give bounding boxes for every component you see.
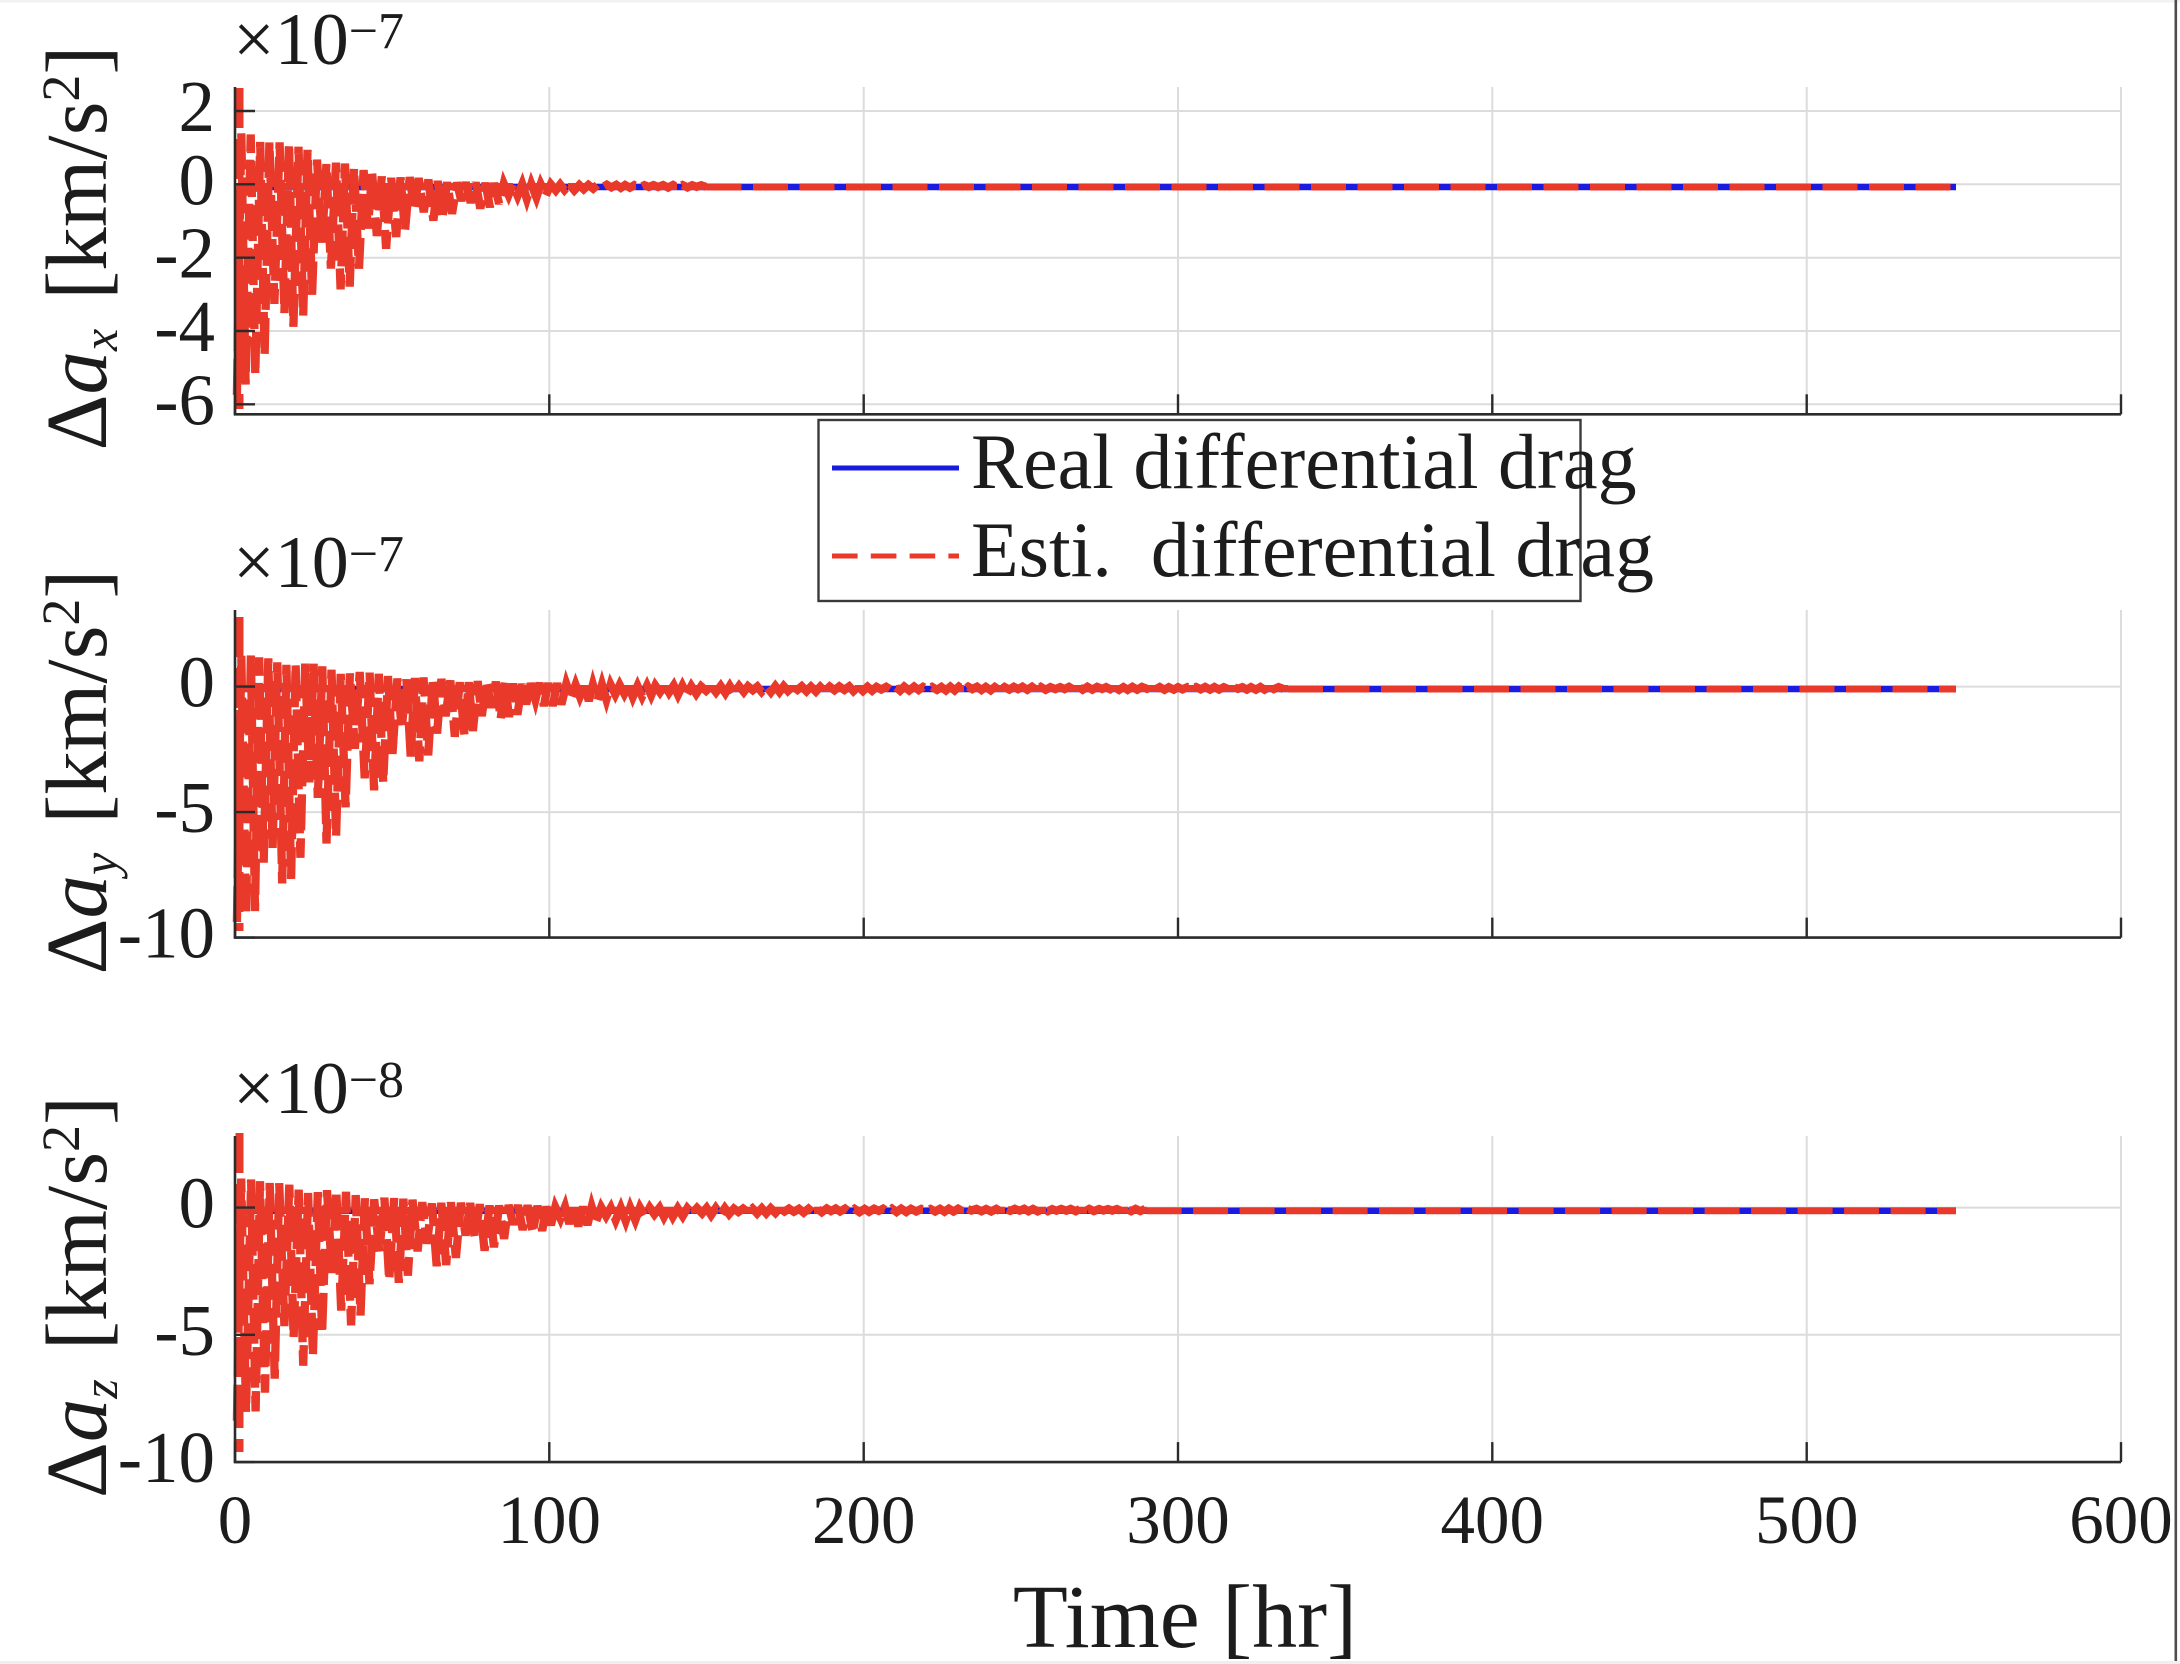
svg-text:300: 300 [1126, 1482, 1230, 1558]
svg-text:Esti. differential drag: Esti. differential drag [971, 506, 1654, 593]
svg-text:400: 400 [1441, 1482, 1545, 1558]
svg-text:100: 100 [498, 1482, 602, 1558]
svg-text:Time [hr]: Time [hr] [1013, 1568, 1357, 1664]
svg-text:0: 0 [218, 1482, 253, 1558]
svg-text:-10: -10 [118, 1417, 215, 1498]
svg-text:0: 0 [179, 642, 216, 723]
svg-text:0: 0 [179, 139, 216, 220]
svg-text:-5: -5 [154, 767, 215, 848]
svg-text:Δax [km/s2]: Δax [km/s2] [28, 46, 128, 451]
svg-text:Real differential drag: Real differential drag [971, 418, 1637, 505]
svg-text:600: 600 [2069, 1482, 2173, 1558]
svg-text:500: 500 [1755, 1482, 1859, 1558]
svg-text:-10: -10 [118, 893, 215, 974]
svg-text:200: 200 [812, 1482, 916, 1558]
svg-text:-4: -4 [154, 286, 215, 367]
svg-text:0: 0 [179, 1163, 216, 1244]
svg-text:Δay [km/s2]: Δay [km/s2] [28, 570, 128, 975]
svg-text:-5: -5 [154, 1290, 215, 1371]
svg-text:-6: -6 [154, 359, 215, 440]
svg-text:2: 2 [179, 66, 216, 147]
svg-text:-2: -2 [154, 213, 215, 294]
svg-text:Δaz [km/s2]: Δaz [km/s2] [28, 1096, 128, 1498]
